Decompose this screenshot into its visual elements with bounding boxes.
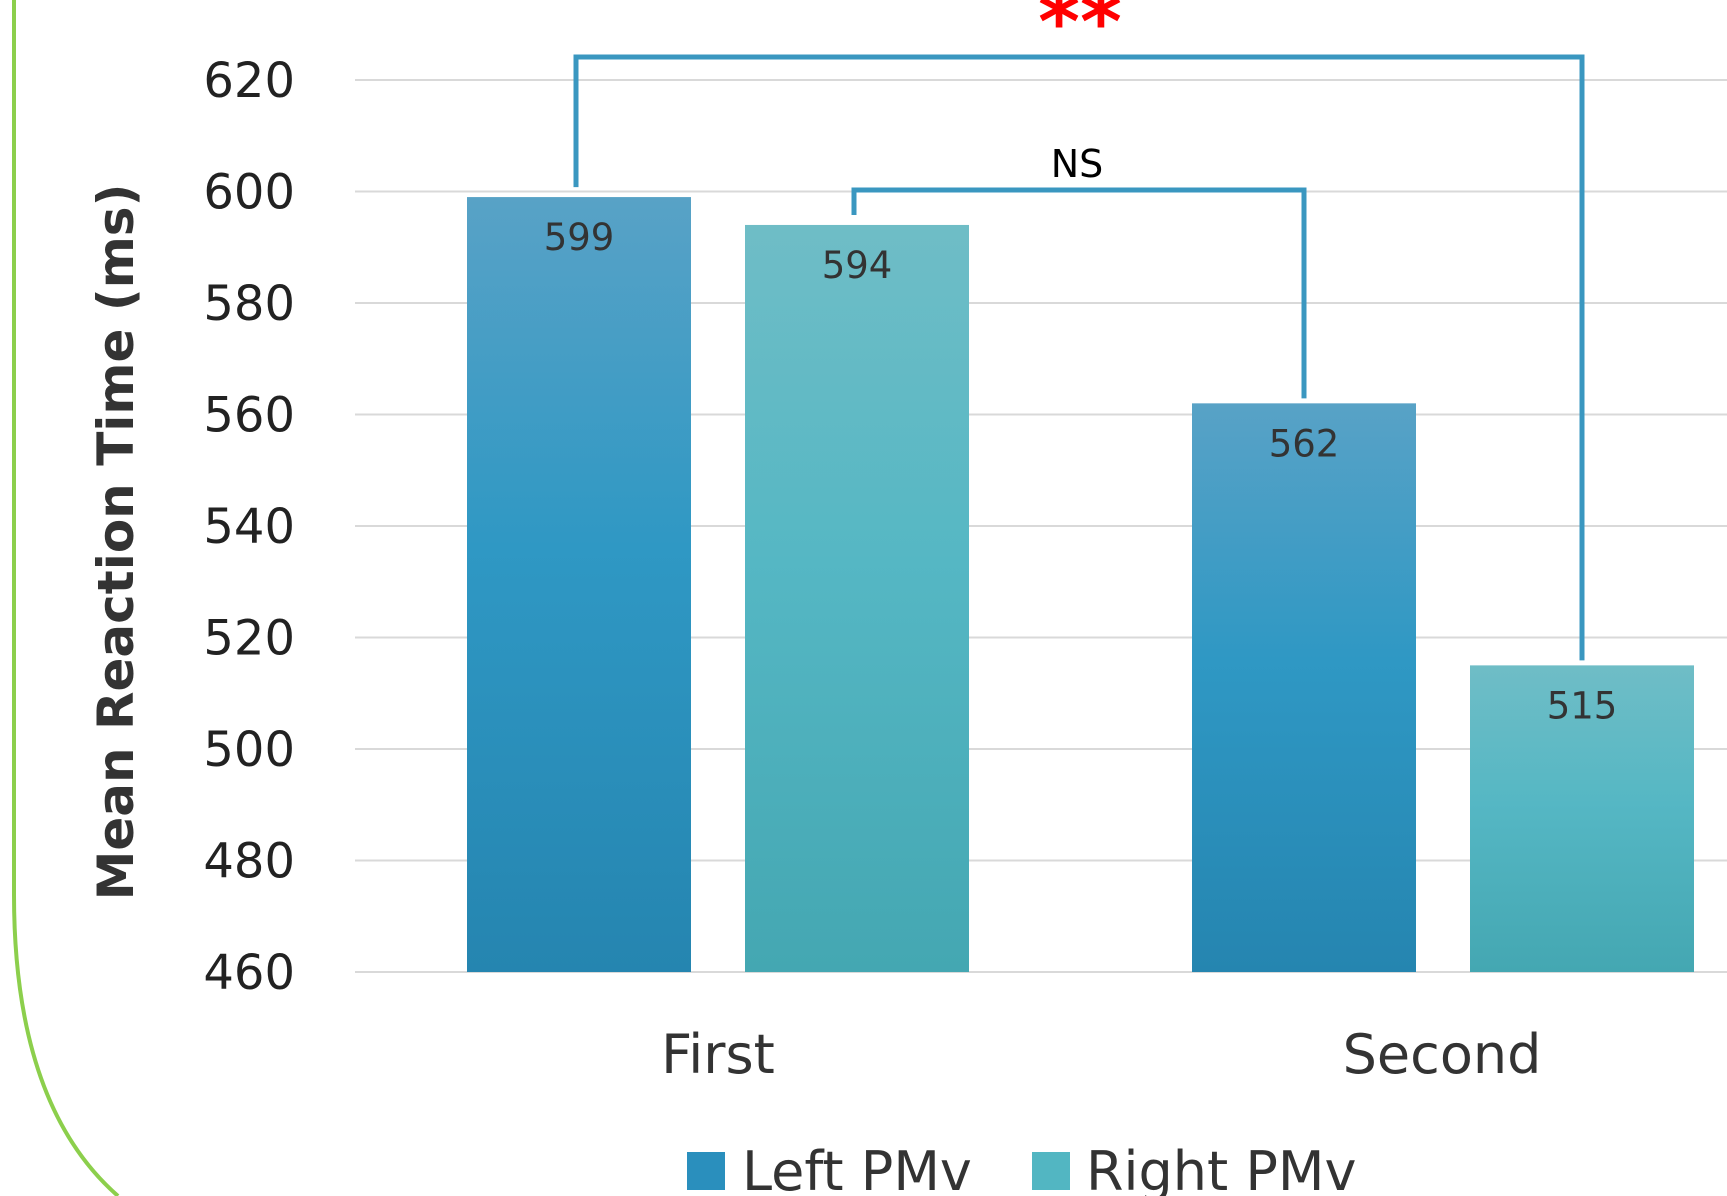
y-tick-label: 460: [203, 945, 295, 1001]
y-axis-title: Mean Reaction Time (ms): [87, 184, 145, 901]
bars: 599 594 562 515: [467, 197, 1694, 973]
y-axis-ticks: 460 480 500 520 540 560 580 600 620: [203, 53, 295, 1001]
y-tick-label: 480: [203, 834, 295, 890]
data-label: 594: [822, 244, 893, 287]
bracket-significant: [573, 54, 1585, 661]
bar-first-right-pmv: [745, 224, 969, 972]
decorative-border: [12, 0, 120, 1196]
legend-label-left-pmv: Left PMv: [742, 1140, 972, 1196]
bar-first-left-pmv: [467, 197, 691, 972]
y-tick-label: 580: [203, 276, 295, 332]
y-tick-label: 620: [203, 53, 295, 109]
legend-swatch-right-pmv: [1032, 1152, 1070, 1190]
legend-label-right-pmv: Right PMv: [1086, 1140, 1356, 1196]
data-label: 599: [544, 216, 615, 259]
data-label: 562: [1269, 422, 1340, 465]
y-tick-label: 600: [203, 165, 295, 221]
annotation-significance: **: [1038, 0, 1122, 69]
y-tick-label: 500: [203, 722, 295, 778]
annotation-ns: NS: [1051, 142, 1104, 186]
y-tick-label: 520: [203, 611, 295, 667]
y-tick-label: 560: [203, 388, 295, 444]
legend-swatch-left-pmv: [687, 1152, 725, 1190]
significance-brackets: [573, 54, 1585, 661]
y-tick-label: 540: [203, 499, 295, 555]
legend: Left PMv Right PMv: [687, 1140, 1356, 1196]
bracket-ns: [851, 187, 1307, 399]
category-label-first: First: [661, 1023, 775, 1086]
bar-second-left-pmv: [1192, 403, 1416, 973]
category-label-second: Second: [1343, 1023, 1542, 1086]
data-label: 515: [1547, 684, 1618, 727]
bar-second-right-pmv: [1470, 665, 1694, 972]
